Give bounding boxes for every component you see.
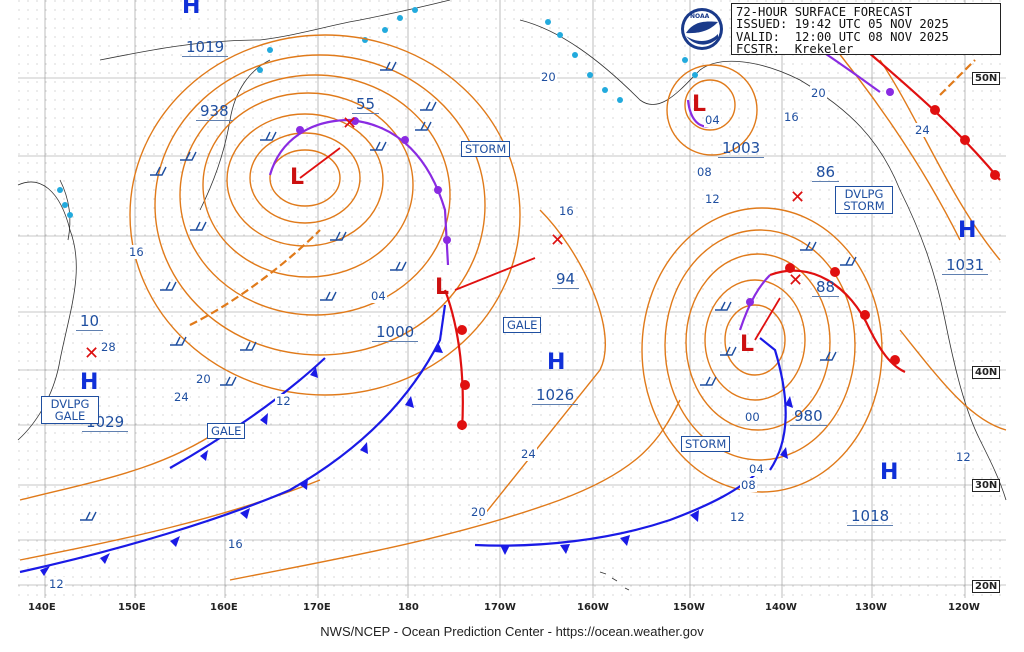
longitude-label: 140W	[765, 602, 797, 613]
developing-gale-box: DVLPG GALE	[41, 396, 99, 424]
pressure-label: 938	[196, 102, 233, 121]
low-symbol: L	[435, 275, 450, 300]
noaa-logo-icon	[681, 8, 723, 50]
latitude-label: 50N	[972, 72, 1001, 85]
storm-position-marker: ✕	[790, 187, 806, 208]
trough-line	[189, 229, 321, 326]
isobar-label: 16	[783, 110, 800, 124]
header-issued: ISSUED: 19:42 UTC 05 NOV 2025	[736, 17, 949, 32]
isobar-label: 12	[955, 450, 972, 464]
longitude-label: 120W	[948, 602, 980, 613]
isobar-label: 20	[810, 86, 827, 100]
storm-tracks	[299, 147, 781, 341]
isobar-label: 20	[540, 70, 557, 84]
latitude-label: 30N	[972, 479, 1001, 492]
isobar-label: 08	[696, 165, 713, 179]
wind-barbs	[80, 61, 857, 521]
isobar-label: 00	[744, 410, 761, 424]
isobar-label: 04	[704, 113, 721, 127]
longitude-label: 170E	[303, 602, 331, 613]
pressure-label: 980	[790, 407, 827, 426]
isobar-label: 12	[275, 394, 292, 408]
longitude-label: 160E	[210, 602, 238, 613]
lat-lon-grid	[18, 0, 1006, 598]
pressure-label: 1031	[942, 256, 989, 275]
isobar-label: 12	[729, 510, 746, 524]
header-valid: VALID: 12:00 UTC 08 NOV 2025	[736, 29, 949, 44]
isobar-label: 24	[173, 390, 190, 404]
forecast-header: 72-HOUR SURFACE FORECAST ISSUED: 19:42 U…	[731, 3, 1001, 55]
low-symbol: L	[692, 92, 707, 117]
developing-storm-box: DVLPG STORM	[835, 186, 893, 214]
high-symbol: H	[958, 218, 977, 243]
pressure-label: 1026	[532, 386, 579, 405]
isobar-label: 24	[520, 447, 537, 461]
low-symbol: L	[290, 165, 305, 190]
isobar-label: 28	[100, 340, 117, 354]
high-symbol: H	[80, 370, 99, 395]
longitude-label: 130W	[855, 602, 887, 613]
pressure-label: 86	[812, 163, 840, 182]
storm-warning-box: STORM	[681, 436, 731, 452]
pressure-label: 88	[812, 278, 840, 297]
cold-fronts	[19, 304, 787, 574]
low-symbol: L	[740, 332, 755, 357]
latitude-label: 20N	[972, 580, 1001, 593]
longitude-label: 180	[398, 602, 419, 613]
header-forecaster: FCSTR: Krekeler	[736, 41, 854, 56]
isobar-label: 04	[370, 289, 387, 303]
isobar-label: 16	[128, 245, 145, 259]
isobar-label: 20	[195, 372, 212, 386]
isobar-label: 08	[740, 478, 757, 492]
longitude-label: 150E	[118, 602, 146, 613]
storm-position-marker: ✕	[84, 343, 100, 364]
isobar-label: 12	[704, 192, 721, 206]
isobar-label: 16	[227, 537, 244, 551]
sea-ice	[57, 7, 698, 218]
longitude-label: 150W	[673, 602, 705, 613]
longitude-label: 170W	[484, 602, 516, 613]
pressure-label: 55	[352, 95, 380, 114]
pressure-label: 10	[76, 312, 104, 331]
pressure-label: 1019	[182, 38, 229, 57]
storm-position-marker: ✕	[342, 113, 358, 134]
isobar-label: 12	[48, 577, 65, 591]
cold-front-triangles	[40, 342, 793, 576]
latitude-label: 40N	[972, 366, 1001, 379]
pressure-label: 94	[552, 270, 580, 289]
longitude-label: 160W	[577, 602, 609, 613]
warm-front-semicircles	[457, 105, 1000, 430]
occluded-symbols	[296, 88, 894, 306]
noaa-logo-text: NOAA	[690, 13, 710, 20]
storm-position-marker: ✕	[788, 270, 804, 291]
gale-warning-box: GALE	[207, 423, 246, 439]
isobar-label: 24	[914, 123, 931, 137]
storm-warning-box: STORM	[461, 141, 511, 157]
trough-line-east	[939, 59, 976, 96]
gale-warning-box: GALE	[503, 317, 542, 333]
isobar-label: 04	[748, 462, 765, 476]
pressure-label: 1018	[847, 507, 894, 526]
longitude-label: 140E	[28, 602, 56, 613]
high-symbol: H	[880, 460, 899, 485]
pressure-label: 1003	[718, 139, 765, 158]
header-title: 72-HOUR SURFACE FORECAST	[736, 5, 913, 19]
high-symbol: H	[182, 0, 201, 19]
isobar-label: 16	[558, 204, 575, 218]
isobar-label: 20	[470, 505, 487, 519]
high-symbol: H	[547, 350, 566, 375]
pressure-label: 1000	[372, 323, 419, 342]
storm-position-marker: ✕	[550, 230, 566, 251]
footer-credit: NWS/NCEP - Ocean Prediction Center - htt…	[320, 624, 704, 639]
